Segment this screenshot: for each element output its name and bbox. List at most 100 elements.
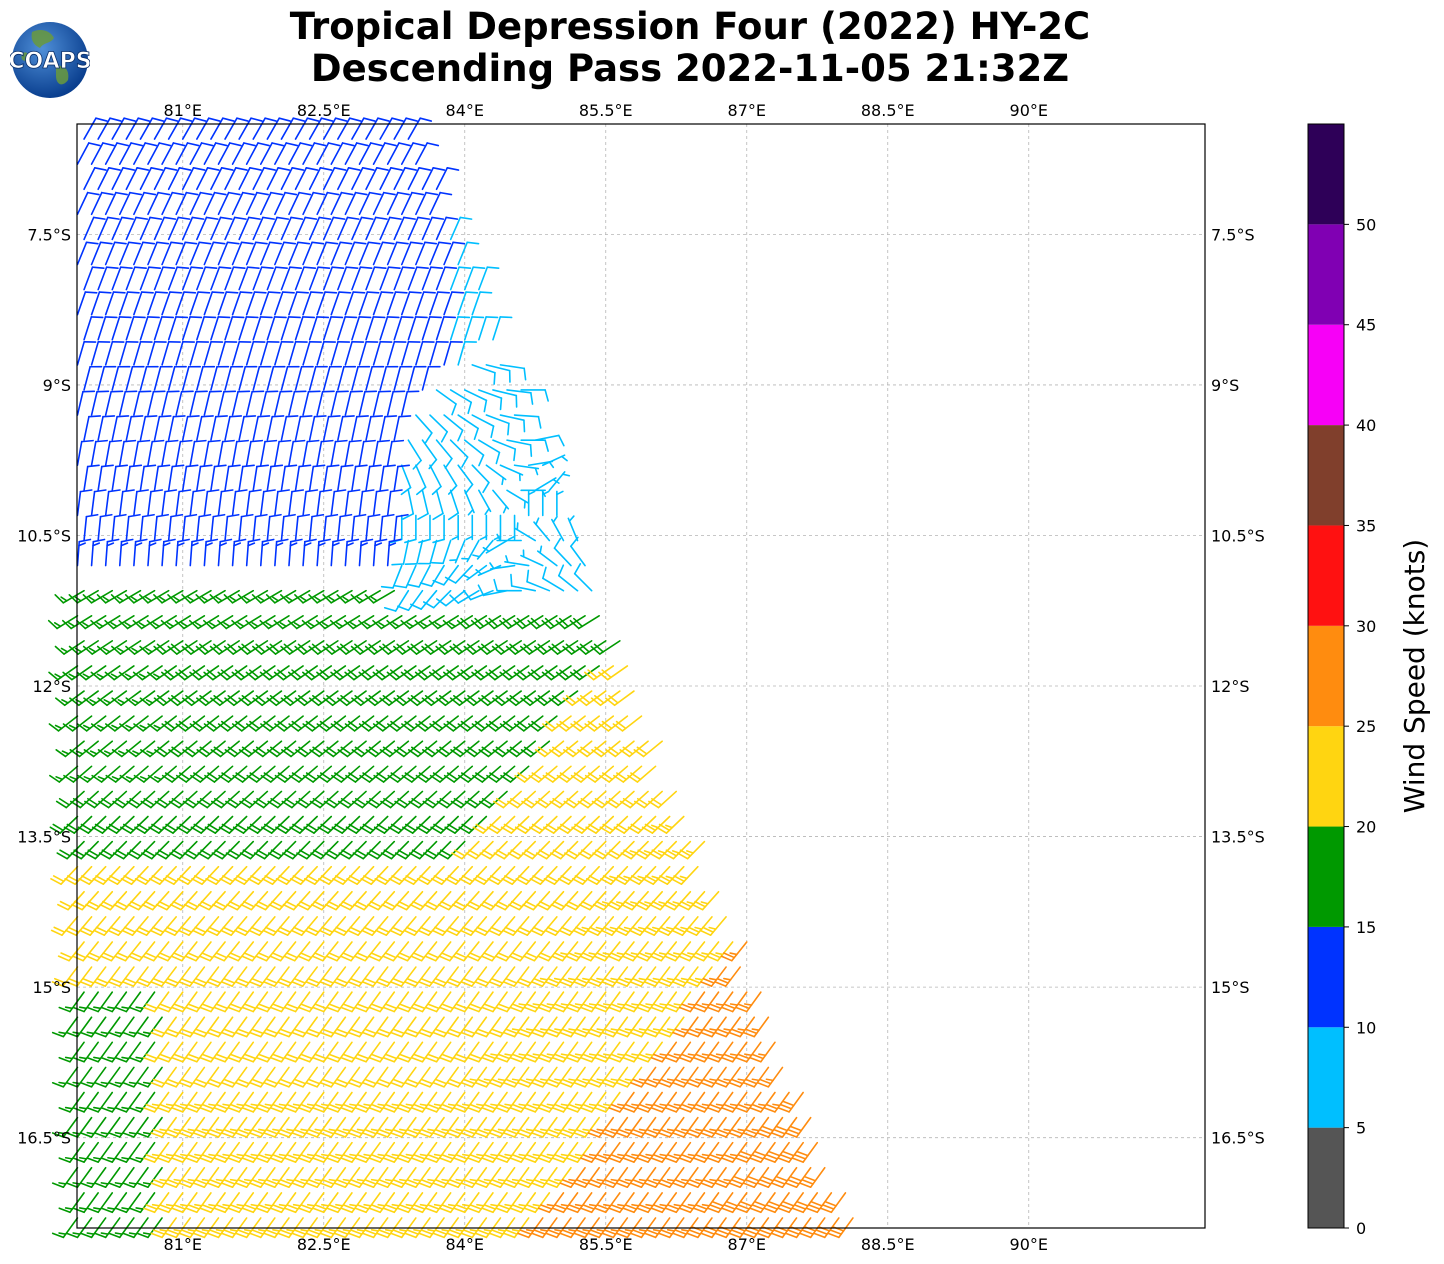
wind-barb-feather bbox=[541, 490, 550, 496]
wind-barb-feather bbox=[82, 594, 93, 604]
wind-barb-feather bbox=[537, 643, 548, 653]
wind-barb bbox=[104, 291, 126, 316]
wind-barb bbox=[210, 117, 235, 140]
wind-barb bbox=[372, 241, 395, 266]
wind-barb-feather bbox=[305, 981, 318, 987]
wind-barb-feather bbox=[728, 1031, 741, 1038]
wind-barb bbox=[593, 941, 621, 962]
wind-barb-shaft bbox=[139, 266, 150, 291]
wind-barb-feather bbox=[317, 266, 331, 270]
wind-barb-shaft bbox=[513, 527, 537, 542]
wind-barb-feather bbox=[199, 746, 211, 755]
wind-barb bbox=[337, 117, 362, 140]
wind-barb-feather bbox=[382, 955, 395, 962]
wind-barb-feather bbox=[558, 929, 571, 937]
wind-barb bbox=[569, 614, 600, 630]
wind-barb bbox=[210, 513, 226, 542]
wind-barb-feather bbox=[342, 1003, 356, 1010]
wind-barb-feather bbox=[599, 826, 611, 834]
wind-barb-shaft bbox=[322, 316, 332, 341]
wind-barb bbox=[365, 464, 382, 492]
wind-barb-shaft bbox=[316, 241, 328, 266]
wind-barb bbox=[439, 991, 466, 1013]
wind-barb bbox=[359, 815, 389, 834]
wind-barb-feather bbox=[673, 1003, 682, 1006]
wind-barb bbox=[97, 266, 119, 291]
wind-barb-shaft bbox=[466, 539, 480, 563]
wind-barb-feather bbox=[361, 720, 373, 730]
wind-barb bbox=[294, 266, 317, 291]
wind-barb bbox=[251, 589, 283, 604]
wind-barb-feather bbox=[294, 645, 305, 655]
wind-barb bbox=[91, 765, 121, 783]
wind-barb-feather bbox=[280, 749, 292, 758]
wind-barb-feather bbox=[648, 800, 660, 809]
wind-barb-feather bbox=[735, 1006, 748, 1013]
wind-barb bbox=[231, 341, 252, 366]
wind-barb-feather bbox=[457, 774, 470, 783]
wind-barb-feather bbox=[184, 513, 198, 518]
wind-barb bbox=[235, 1016, 262, 1038]
wind-barb-feather bbox=[260, 266, 274, 270]
wind-barb-feather bbox=[108, 1031, 121, 1038]
wind-barb-feather bbox=[126, 800, 138, 809]
wind-barb bbox=[57, 941, 85, 962]
wind-barb-feather bbox=[134, 878, 147, 885]
wind-barb-feather bbox=[658, 901, 667, 905]
wind-barb-feather bbox=[60, 647, 69, 653]
wind-barb-feather bbox=[54, 673, 62, 679]
wind-barb-feather bbox=[103, 647, 111, 653]
wind-barb-feather bbox=[54, 697, 66, 707]
wind-barb-feather bbox=[318, 929, 331, 937]
wind-barb-feather bbox=[308, 594, 318, 604]
wind-barb-feather bbox=[416, 826, 428, 834]
wind-barb bbox=[107, 966, 135, 987]
wind-barb-feather bbox=[420, 622, 428, 628]
wind-barb-shaft bbox=[196, 415, 203, 441]
wind-barb-feather bbox=[250, 875, 262, 883]
wind-barb-feather bbox=[389, 489, 403, 493]
wind-barb-feather bbox=[592, 852, 604, 860]
wind-barb-feather bbox=[587, 981, 600, 987]
wind-barb bbox=[133, 439, 151, 467]
wind-barb bbox=[365, 266, 387, 291]
wind-barb bbox=[76, 291, 98, 316]
wind-barb-feather bbox=[296, 852, 308, 860]
wind-barb bbox=[418, 1016, 445, 1038]
wind-barb bbox=[541, 454, 568, 467]
wind-barb-feather bbox=[389, 929, 402, 937]
wind-barb-feather bbox=[530, 392, 534, 405]
wind-barb-shaft bbox=[379, 117, 393, 140]
wind-barb bbox=[487, 916, 516, 937]
wind-barb bbox=[153, 513, 169, 542]
wind-barb-feather bbox=[529, 878, 542, 885]
wind-barb bbox=[347, 966, 375, 987]
wind-barb bbox=[209, 640, 240, 655]
wind-barb-feather bbox=[204, 266, 218, 270]
wind-barb-feather bbox=[368, 695, 379, 704]
wind-barb-feather bbox=[595, 926, 604, 930]
wind-barb bbox=[600, 916, 629, 937]
wind-barb bbox=[471, 291, 493, 316]
wind-barb-shaft bbox=[231, 440, 238, 467]
wind-barb-feather bbox=[145, 1003, 158, 1010]
wind-barb-feather bbox=[637, 875, 646, 880]
wind-barb-feather bbox=[51, 1031, 65, 1038]
wind-barb-feather bbox=[165, 823, 177, 832]
wind-barb-feather bbox=[106, 216, 120, 220]
wind-barb bbox=[431, 916, 459, 937]
wind-barb-feather bbox=[412, 952, 425, 959]
wind-barb bbox=[167, 513, 184, 542]
wind-barb-shaft bbox=[308, 117, 323, 140]
wind-barb bbox=[161, 489, 178, 517]
wind-barb-shaft bbox=[189, 440, 196, 467]
wind-barb-feather bbox=[348, 772, 360, 781]
wind-barb-feather bbox=[504, 875, 516, 883]
wind-barb-feather bbox=[176, 266, 190, 270]
wind-barb-feather bbox=[649, 903, 662, 911]
wind-barb-feather bbox=[162, 878, 175, 885]
wind-barb-feather bbox=[369, 849, 381, 857]
wind-barb bbox=[429, 291, 451, 316]
wind-barb-feather bbox=[165, 439, 179, 443]
wind-barb-feather bbox=[113, 903, 126, 911]
